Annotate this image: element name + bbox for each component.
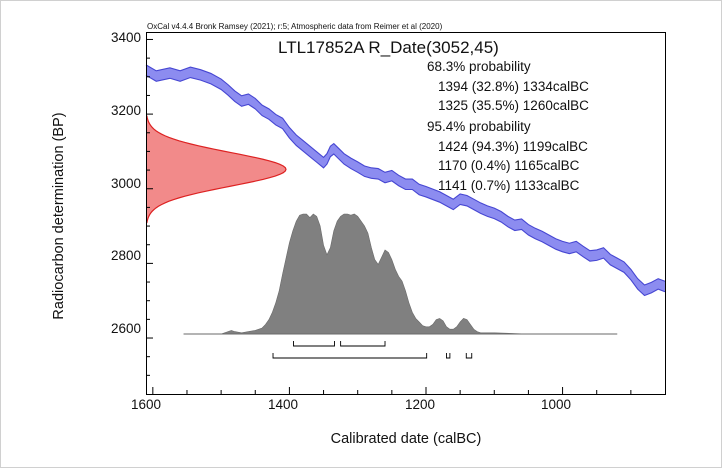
calibration-curve [145,64,666,297]
x-tick-label: 1400 [268,397,298,412]
prob-heading-68: 68.3% probability [427,59,531,74]
prob-range-68-2: 1325 (35.5%) 1260calBC [438,98,589,113]
x-tick-label: 1000 [541,397,571,412]
y-axis-label: Radiocarbon determination (BP) [51,112,67,319]
y-tick-label: 2600 [111,321,141,336]
calibration-curve-band [146,64,665,296]
range-68-bracket [340,341,386,347]
x-tick-label: 1600 [131,397,161,412]
range-95-bracket [446,353,451,359]
chart-title: LTL17852A R_Date(3052,45) [278,38,499,57]
radiocarbon-date-outline [146,115,287,224]
y-tick-label: 3000 [111,176,141,191]
radiocarbon-date-fill [146,115,286,224]
y-tick-label: 3200 [111,103,141,118]
posterior-fill [183,213,618,335]
prob-range-95-1: 1424 (94.3%) 1199calBC [438,139,588,154]
calibration-curve-upper-edge [145,64,666,286]
prob-heading-95: 95.4% probability [427,119,531,134]
posterior-distribution [183,213,618,335]
probability-range-brackets [272,341,473,359]
y-tick-label: 3400 [111,30,141,45]
range-68-bracket [293,341,335,347]
y-tick-label: 2800 [111,248,141,263]
radiocarbon-distribution [146,115,287,224]
prob-range-95-2: 1170 (0.4%) 1165calBC [438,158,580,173]
probability-summary: 68.3% probability 1394 (32.8%) 1334calBC… [427,59,589,193]
prob-range-68-1: 1394 (32.8%) 1334calBC [438,79,589,94]
plot-frame [146,32,666,395]
axis-ticks [146,38,632,394]
x-axis-label: Calibrated date (calBC) [331,431,482,447]
x-tick-label: 1200 [405,397,435,412]
chart-header: OxCal v4.4.4 Bronk Ramsey (2021); r:5; A… [147,22,443,31]
calibration-curve-lower-edge [145,74,666,297]
range-95-bracket [465,353,473,359]
prob-range-95-3: 1141 (0.7%) 1133calBC [438,178,580,193]
range-95-bracket [272,353,428,359]
